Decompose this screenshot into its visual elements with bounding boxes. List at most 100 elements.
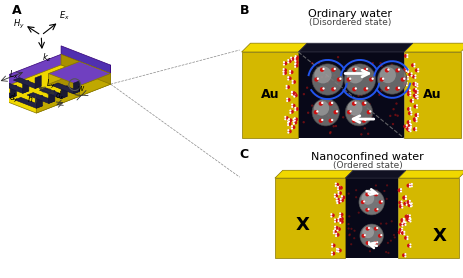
Circle shape xyxy=(415,85,418,87)
Circle shape xyxy=(416,68,419,70)
Polygon shape xyxy=(61,46,110,74)
Circle shape xyxy=(402,78,405,80)
Circle shape xyxy=(387,252,388,254)
Text: Au: Au xyxy=(422,88,441,101)
Circle shape xyxy=(399,188,401,190)
Circle shape xyxy=(390,64,392,66)
Polygon shape xyxy=(49,61,80,84)
Circle shape xyxy=(336,229,338,231)
Circle shape xyxy=(339,213,343,217)
Circle shape xyxy=(380,90,382,92)
Circle shape xyxy=(333,196,335,198)
Circle shape xyxy=(346,77,350,82)
Circle shape xyxy=(365,241,369,245)
Circle shape xyxy=(406,90,410,93)
Text: $H_y$: $H_y$ xyxy=(13,18,25,31)
Circle shape xyxy=(361,119,365,123)
Circle shape xyxy=(358,189,383,215)
Circle shape xyxy=(337,193,339,195)
Circle shape xyxy=(331,252,335,255)
Circle shape xyxy=(394,68,399,73)
Circle shape xyxy=(361,192,374,205)
Circle shape xyxy=(379,62,381,64)
Circle shape xyxy=(364,208,369,212)
Circle shape xyxy=(338,212,340,215)
Circle shape xyxy=(292,123,294,125)
Circle shape xyxy=(409,128,411,130)
Circle shape xyxy=(318,101,322,106)
Circle shape xyxy=(311,81,313,83)
Bar xyxy=(274,178,344,258)
Circle shape xyxy=(407,127,409,129)
Circle shape xyxy=(367,193,369,195)
Circle shape xyxy=(369,115,372,117)
Circle shape xyxy=(354,189,357,191)
Circle shape xyxy=(407,128,410,132)
Circle shape xyxy=(381,78,383,80)
Circle shape xyxy=(375,227,377,229)
Circle shape xyxy=(407,219,409,222)
Circle shape xyxy=(406,238,407,240)
Circle shape xyxy=(373,208,377,212)
Circle shape xyxy=(402,68,406,72)
Circle shape xyxy=(282,70,284,73)
Circle shape xyxy=(293,95,295,98)
Circle shape xyxy=(293,117,295,119)
Circle shape xyxy=(333,68,335,70)
Text: $E_x$: $E_x$ xyxy=(59,9,69,22)
Circle shape xyxy=(412,93,416,98)
Circle shape xyxy=(340,197,342,200)
Circle shape xyxy=(402,202,407,205)
Circle shape xyxy=(292,118,294,120)
Circle shape xyxy=(294,55,299,59)
Circle shape xyxy=(310,62,313,64)
Circle shape xyxy=(339,220,343,224)
Circle shape xyxy=(347,101,362,116)
Circle shape xyxy=(351,87,356,91)
Text: Nanoconfined water: Nanoconfined water xyxy=(311,152,423,162)
Circle shape xyxy=(336,198,339,202)
Circle shape xyxy=(290,106,293,108)
Circle shape xyxy=(404,76,407,80)
Circle shape xyxy=(354,87,356,90)
Circle shape xyxy=(337,191,339,193)
Circle shape xyxy=(323,100,325,102)
Circle shape xyxy=(341,116,344,118)
Circle shape xyxy=(290,93,292,96)
Polygon shape xyxy=(49,74,80,96)
Circle shape xyxy=(414,96,416,98)
Circle shape xyxy=(374,184,376,187)
Circle shape xyxy=(284,116,288,120)
Circle shape xyxy=(400,203,402,205)
Circle shape xyxy=(405,84,407,86)
Circle shape xyxy=(387,83,389,86)
Circle shape xyxy=(331,244,335,247)
Circle shape xyxy=(408,120,410,122)
Circle shape xyxy=(332,230,337,234)
Circle shape xyxy=(283,61,287,65)
Circle shape xyxy=(401,253,405,257)
Circle shape xyxy=(288,118,292,122)
Circle shape xyxy=(406,215,409,219)
Circle shape xyxy=(357,212,359,214)
Circle shape xyxy=(392,234,394,236)
Circle shape xyxy=(336,227,340,231)
Circle shape xyxy=(333,228,336,230)
Circle shape xyxy=(378,200,382,204)
Circle shape xyxy=(375,241,377,243)
Circle shape xyxy=(415,106,417,109)
Circle shape xyxy=(415,118,417,120)
Polygon shape xyxy=(49,90,55,103)
Circle shape xyxy=(408,186,410,188)
Text: C: C xyxy=(239,148,248,161)
Circle shape xyxy=(400,230,402,232)
Circle shape xyxy=(294,57,298,61)
Circle shape xyxy=(294,117,298,121)
Circle shape xyxy=(328,119,332,123)
Circle shape xyxy=(379,234,382,236)
Circle shape xyxy=(322,87,324,90)
Circle shape xyxy=(338,219,341,221)
Circle shape xyxy=(348,233,350,235)
Circle shape xyxy=(396,115,398,117)
Circle shape xyxy=(377,94,380,96)
